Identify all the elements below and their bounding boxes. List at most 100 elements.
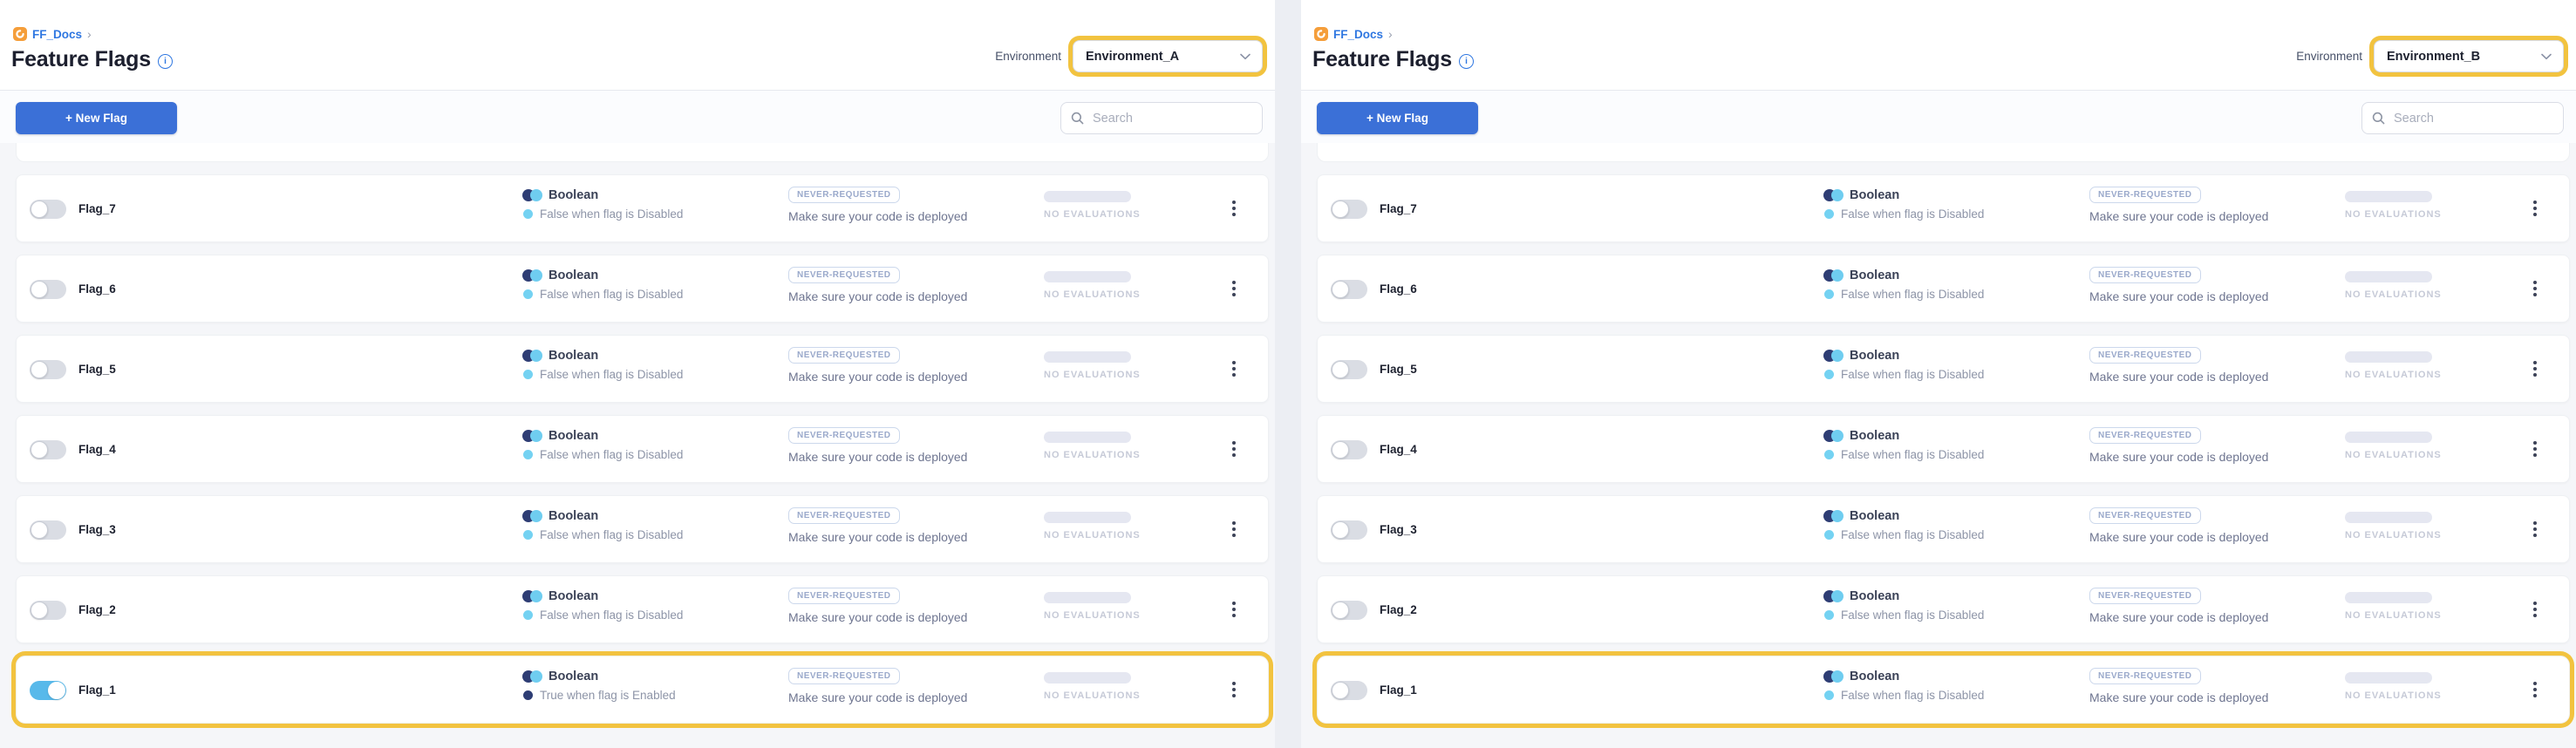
chevron-down-icon	[2541, 53, 2552, 59]
kebab-menu-button[interactable]	[2523, 576, 2547, 643]
search-box[interactable]	[1060, 102, 1263, 134]
flag-type-column: Boolean False when flag is Disabled	[522, 509, 683, 541]
environment-select[interactable]: Environment_B	[2374, 40, 2564, 72]
variation-dot-icon	[523, 610, 533, 620]
flag-row: Flag_4 Boolean False when flag is Disabl…	[1317, 415, 2570, 483]
flag-default-variation: False when flag is Disabled	[540, 207, 684, 221]
new-flag-button[interactable]: + New Flag	[16, 102, 177, 134]
flag-toggle[interactable]	[30, 440, 66, 459]
kebab-menu-button[interactable]	[2523, 255, 2547, 322]
flag-evaluations-column: NO EVALUATIONS	[1044, 191, 1141, 220]
flag-default-variation: False when flag is Disabled	[1841, 448, 1985, 461]
status-badge: NEVER-REQUESTED	[2089, 267, 2201, 283]
toggle-knob	[31, 361, 48, 378]
toggle-knob	[1332, 682, 1349, 699]
flag-toggle[interactable]	[1331, 681, 1367, 700]
kebab-menu-button[interactable]	[1222, 255, 1246, 322]
variation-dot-icon	[523, 450, 533, 459]
flag-toggle[interactable]	[1331, 520, 1367, 540]
flag-toggle[interactable]	[30, 681, 66, 700]
flag-row: Flag_7 Boolean False when flag is Disabl…	[1317, 174, 2570, 242]
info-icon[interactable]: i	[1458, 53, 1474, 69]
flag-default-variation: False when flag is Disabled	[1841, 528, 1985, 541]
search-icon	[1071, 112, 1084, 125]
variation-dot-icon	[1824, 289, 1834, 299]
status-badge: NEVER-REQUESTED	[788, 668, 900, 684]
search-input[interactable]	[1091, 110, 1253, 126]
status-badge: NEVER-REQUESTED	[2089, 507, 2201, 524]
variation-dot-icon	[1824, 610, 1834, 620]
evaluations-bar	[2345, 271, 2432, 282]
page-title-row: Feature Flags i	[11, 47, 173, 72]
kebab-menu-button[interactable]	[2523, 416, 2547, 482]
kebab-menu-button[interactable]	[1222, 336, 1246, 402]
flag-evaluations-column: NO EVALUATIONS	[2345, 672, 2442, 701]
breadcrumb-project-link[interactable]: FF_Docs	[1333, 27, 1384, 41]
status-badge: NEVER-REQUESTED	[2089, 187, 2201, 203]
breadcrumb-project-link[interactable]: FF_Docs	[32, 27, 83, 41]
flag-status-column: NEVER-REQUESTED Make sure your code is d…	[2089, 346, 2268, 384]
kebab-menu-button[interactable]	[2523, 496, 2547, 562]
variation-dot-icon	[523, 370, 533, 379]
evaluations-label: NO EVALUATIONS	[2345, 450, 2442, 460]
flag-row: Flag_1 Boolean True when flag is Enabled…	[16, 656, 1269, 724]
flag-name: Flag_3	[1380, 522, 1417, 536]
flag-toggle[interactable]	[1331, 601, 1367, 620]
toggle-knob	[1332, 602, 1349, 619]
flag-type-column: Boolean False when flag is Disabled	[522, 349, 683, 381]
kebab-menu-button[interactable]	[1222, 656, 1246, 723]
flag-status-column: NEVER-REQUESTED Make sure your code is d…	[788, 587, 967, 624]
flag-type-column: Boolean False when flag is Disabled	[522, 269, 683, 301]
toggle-knob	[31, 602, 48, 619]
info-icon[interactable]: i	[157, 53, 173, 69]
flag-name: Flag_7	[1380, 201, 1417, 215]
variation-dot-icon	[1824, 370, 1834, 379]
status-badge: NEVER-REQUESTED	[788, 347, 900, 364]
status-note: Make sure your code is deployed	[2089, 370, 2269, 384]
flag-toggle[interactable]	[1331, 360, 1367, 379]
flag-toggle[interactable]	[30, 200, 66, 219]
environment-label: Environment	[2296, 50, 2362, 63]
boolean-type-icon	[1823, 590, 1843, 602]
kebab-menu-button[interactable]	[2523, 336, 2547, 402]
flag-toggle[interactable]	[1331, 280, 1367, 299]
toggle-knob	[31, 201, 48, 218]
flag-type-label: Boolean	[549, 269, 599, 282]
evaluations-bar	[1044, 191, 1131, 202]
search-input[interactable]	[2392, 110, 2554, 126]
environment-select[interactable]: Environment_A	[1073, 40, 1263, 72]
kebab-menu-button[interactable]	[1222, 416, 1246, 482]
boolean-type-icon	[522, 510, 542, 522]
new-flag-button[interactable]: + New Flag	[1317, 102, 1478, 134]
flag-toggle[interactable]	[30, 360, 66, 379]
flag-type-column: Boolean False when flag is Disabled	[1823, 589, 1984, 622]
flag-row: Flag_7 Boolean False when flag is Disabl…	[16, 174, 1269, 242]
flag-type-column: Boolean False when flag is Disabled	[522, 429, 683, 461]
kebab-menu-button[interactable]	[1222, 496, 1246, 562]
flag-toggle[interactable]	[1331, 200, 1367, 219]
flag-toggle[interactable]	[30, 520, 66, 540]
toggle-knob	[1332, 521, 1349, 539]
page-title: Feature Flags	[1312, 47, 1452, 71]
flag-toggle[interactable]	[30, 280, 66, 299]
kebab-menu-button[interactable]	[2523, 175, 2547, 241]
flag-status-column: NEVER-REQUESTED Make sure your code is d…	[788, 266, 967, 303]
kebab-menu-button[interactable]	[1222, 175, 1246, 241]
flag-type-label: Boolean	[549, 670, 599, 683]
status-badge: NEVER-REQUESTED	[788, 267, 900, 283]
flag-list: Flag_7 Boolean False when flag is Disabl…	[1301, 143, 2576, 748]
flag-status-column: NEVER-REQUESTED Make sure your code is d…	[788, 507, 967, 544]
status-badge: NEVER-REQUESTED	[2089, 588, 2201, 604]
evaluations-bar	[1044, 271, 1131, 282]
flag-evaluations-column: NO EVALUATIONS	[2345, 592, 2442, 621]
flag-name: Flag_1	[1380, 683, 1417, 697]
status-badge: NEVER-REQUESTED	[788, 588, 900, 604]
flag-toggle[interactable]	[30, 601, 66, 620]
search-box[interactable]	[2361, 102, 2564, 134]
flag-toggle[interactable]	[1331, 440, 1367, 459]
flag-status-column: NEVER-REQUESTED Make sure your code is d…	[2089, 507, 2268, 544]
panel-environment-a: FF_Docs › Feature Flags i Environment En…	[0, 0, 1275, 748]
kebab-menu-button[interactable]	[1222, 576, 1246, 643]
kebab-menu-button[interactable]	[2523, 656, 2547, 723]
flag-default-variation: False when flag is Disabled	[1841, 288, 1985, 301]
